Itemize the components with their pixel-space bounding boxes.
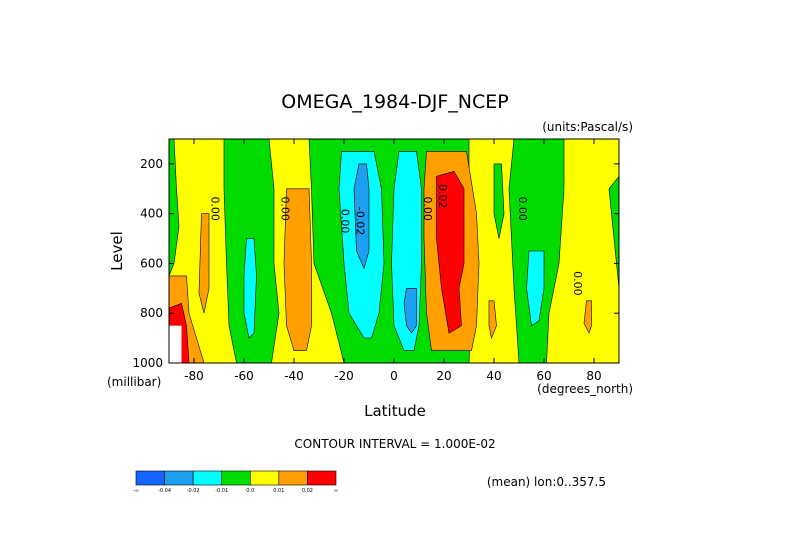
colorbar-label-6: 0.02 [302, 488, 313, 494]
colorbar-swatch-5 [278, 470, 308, 486]
units-label: (units:Pascal/s) [542, 120, 633, 134]
contour-interval-text: CONTOUR INTERVAL = 1.000E-02 [294, 437, 495, 451]
y-tick-label-3: 800 [140, 306, 163, 320]
y-tick-label-2: 600 [140, 256, 163, 270]
x-axis-label: Latitude [364, 402, 426, 420]
colorbar-label-3: -0.01 [215, 488, 228, 494]
contour-label-3: -0.02 [354, 207, 367, 235]
x-axis-ticks: -80 -60 -40 -20 0 20 40 60 80 [184, 139, 602, 383]
x-axis-unit: (degrees_north) [537, 382, 633, 396]
colorbar-label-1: -0.04 [158, 488, 171, 494]
colorbar-swatch-6 [307, 470, 337, 486]
contour-region-15 [198, 213, 210, 314]
contour-label-6: 0.00 [516, 196, 529, 221]
y-axis-unit: (millibar) [107, 375, 161, 389]
contour-region-12 [403, 287, 417, 334]
colorbar-label-7: ∞ [334, 488, 338, 494]
x-tick-label-4: 0 [390, 369, 398, 383]
colorbar-swatch-1 [164, 470, 194, 486]
contour-label-2: 0.00 [339, 209, 352, 234]
contour-labels: 0.00 0.000.00 -0.02 0.000.020.000.00 [209, 184, 585, 296]
contour-region-13 [283, 188, 312, 351]
y-tick-label-1: 400 [140, 207, 163, 221]
contour-region-11 [353, 163, 370, 270]
contour-region-18 [583, 300, 592, 334]
contour-label-0: 0.00 [209, 196, 222, 221]
colorbar-swatch-2 [192, 470, 223, 486]
y-tick-label-0: 200 [140, 157, 163, 171]
contour-region-10 [526, 250, 545, 327]
colorbar-swatch-3 [221, 470, 251, 486]
contour-label-4: 0.00 [421, 196, 434, 221]
x-tick-label-8: 80 [586, 369, 601, 383]
contour-label-1: 0.00 [279, 196, 292, 221]
y-axis-label: Level [108, 231, 126, 271]
mean-info-text: (mean) lon:0..357.5 [487, 475, 606, 489]
x-tick-label-0: -80 [184, 369, 204, 383]
colorbar-label-0: -∞ [133, 488, 139, 494]
contour-region-4 [493, 163, 505, 239]
x-tick-label-7: 60 [536, 369, 551, 383]
chart-title: OMEGA_1984-DJF_NCEP [281, 91, 508, 113]
colorbar-label-5: 0.01 [273, 488, 284, 494]
x-tick-label-3: -20 [334, 369, 354, 383]
colorbar: -∞ -0.04 -0.02 -0.01 0.0 0.01 0.02 ∞ [133, 470, 338, 494]
missing-data-patch [169, 325, 182, 363]
contour-label-7: 0.00 [571, 271, 584, 296]
contour-region-19 [436, 171, 465, 334]
colorbar-swatch-4 [249, 470, 280, 486]
contour-region-9 [243, 238, 257, 339]
x-tick-label-6: 40 [486, 369, 501, 383]
y-tick-label-4: 1000 [132, 356, 163, 370]
colorbar-label-2: -0.02 [187, 488, 200, 494]
colorbar-swatch-0 [135, 470, 165, 486]
x-tick-label-2: -40 [284, 369, 304, 383]
plot-area [168, 138, 620, 364]
y-axis-ticks: 200 400 600 800 1000 [132, 157, 619, 370]
contour-label-5: 0.02 [436, 184, 449, 209]
colorbar-label-4: 0.0 [246, 488, 254, 494]
x-tick-label-1: -60 [234, 369, 254, 383]
x-tick-label-5: 20 [436, 369, 451, 383]
contour-region-17 [488, 300, 497, 340]
